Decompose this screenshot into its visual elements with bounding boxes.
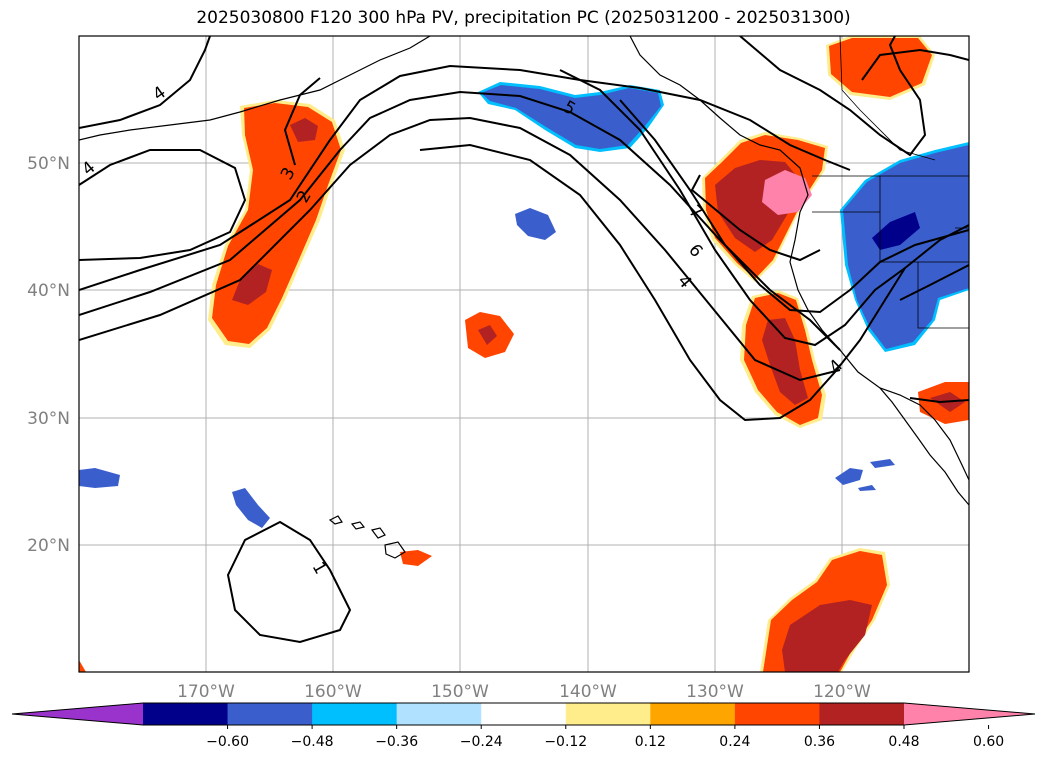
lat-label: 20°N (27, 536, 70, 556)
pv-contour-line (899, 264, 969, 301)
lat-label: 30°N (27, 409, 70, 429)
colorbar-swatch (312, 703, 398, 725)
colorbar-tick-label: −0.60 (206, 734, 249, 750)
longitude-labels: 170°W 160°W 150°W 140°W 130°W 120°W (177, 682, 871, 702)
pv-contour-line (79, 64, 851, 291)
plot-frame (78, 35, 970, 673)
colorbar-extend-min (12, 703, 143, 725)
colorbar-swatch (143, 703, 229, 725)
pv-contour-line (79, 149, 247, 261)
precip-positive-region (79, 660, 86, 672)
colorbar-extend-max (904, 703, 1035, 725)
precip-positive-region (290, 118, 318, 142)
colorbar-swatch (227, 703, 313, 725)
precip-negative-region (835, 468, 863, 485)
precip-positive-region (478, 325, 497, 345)
lon-label: 130°W (686, 682, 744, 702)
coastline-north-america (629, 36, 969, 481)
pv-contour-line (79, 90, 841, 351)
lon-label: 150°W (431, 682, 489, 702)
pv-contour-line (861, 48, 969, 81)
colorbar-tick-label: 0.48 (888, 734, 919, 750)
pv-contour-line (419, 143, 969, 422)
pv-contour-line (690, 174, 821, 262)
precip-positive-region (232, 264, 272, 305)
colorbar-tick-label: 0.24 (719, 734, 750, 750)
precip-negative-region (872, 212, 920, 250)
colorbar-swatch (396, 703, 482, 725)
lat-label: 40°N (27, 281, 70, 301)
precip-positive-region (762, 170, 812, 215)
coastlines (79, 36, 969, 559)
lon-label: 140°W (559, 682, 617, 702)
precip-negative-region (843, 145, 969, 349)
positive-precip-regions (79, 36, 969, 672)
precip-positive-region (400, 550, 432, 566)
colorbar-swatch (650, 703, 736, 725)
plot-area (79, 36, 969, 672)
pv-contour-line (283, 77, 321, 166)
latitude-labels: 50°N 40°N 30°N 20°N (27, 154, 70, 556)
colorbar-swatch (481, 703, 567, 725)
precip-positive-region (762, 318, 808, 405)
pv-contour-line (619, 99, 969, 314)
colorbar-tick-label: −0.12 (544, 734, 587, 750)
colorbar-outline (11, 702, 1036, 726)
pv-contour-line (909, 397, 969, 404)
precip-negative-region (481, 85, 661, 149)
colorbar-tick-label: 0.12 (635, 734, 666, 750)
colorbar-swatch (565, 703, 651, 725)
colorbar-swatch (819, 703, 905, 725)
colorbar-tick-label: 0.36 (804, 734, 835, 750)
colorbar-tick-label: 0.60 (973, 734, 1004, 750)
precip-negative-region (232, 488, 270, 528)
island-hawaii (328, 515, 406, 559)
lat-label: 50°N (27, 154, 70, 174)
negative-precip-regions (79, 82, 969, 528)
coastline-alaska (79, 36, 431, 141)
precip-negative-region (952, 276, 969, 290)
pv-contour-line (79, 116, 841, 382)
pv-contour-line (226, 520, 352, 644)
pv-contours (79, 36, 969, 644)
lon-label: 160°W (304, 682, 362, 702)
precip-negative-region (870, 459, 895, 468)
precip-positive-region (782, 600, 872, 672)
colorbar-tick-label: −0.36 (375, 734, 418, 750)
lon-label: 170°W (177, 682, 235, 702)
pv-contour-line (739, 36, 927, 157)
precip-negative-region (858, 485, 876, 491)
precip-negative-region (79, 468, 120, 488)
colorbar-tick-label: −0.24 (460, 734, 503, 750)
colorbar-tick-label: −0.48 (291, 734, 334, 750)
lon-label: 120°W (813, 682, 871, 702)
coastline-baja (879, 387, 969, 506)
colorbar-swatch (734, 703, 820, 725)
map-title: 2025030800 F120 300 hPa PV, precipitatio… (196, 8, 851, 28)
precip-positive-region (829, 38, 932, 97)
pv-contour-line (79, 36, 211, 129)
precip-negative-region (515, 208, 556, 240)
colorbar: −0.60 −0.48 −0.36 −0.24 −0.12 0.12 0.24 0.36 0.4… (11, 702, 1036, 750)
pv-contour-line (559, 69, 906, 347)
state-borders (812, 175, 969, 329)
